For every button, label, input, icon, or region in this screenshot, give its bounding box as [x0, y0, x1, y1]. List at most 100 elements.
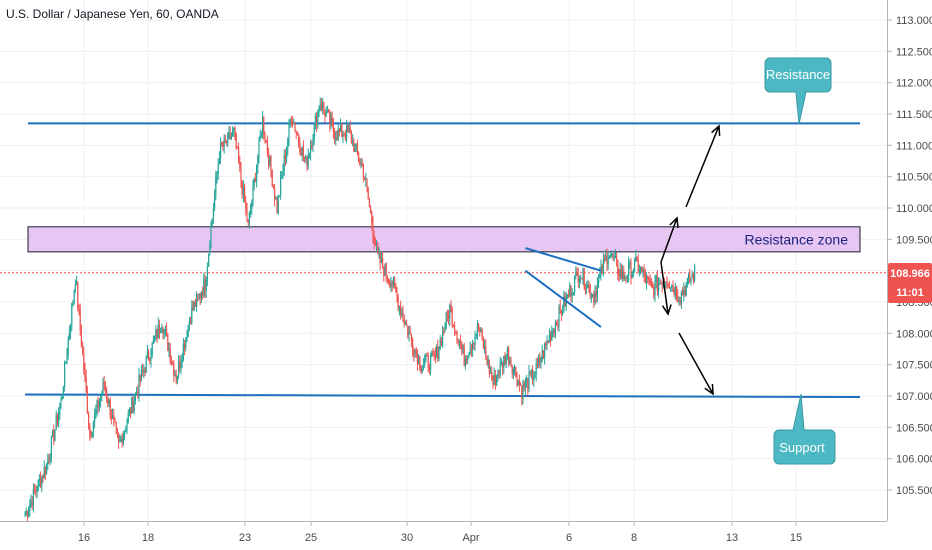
candle-body [169, 349, 171, 362]
candle-body [680, 292, 682, 303]
candle-body [334, 131, 336, 141]
candle-body [504, 355, 506, 365]
candle-body [440, 339, 442, 346]
candle-body [431, 351, 433, 355]
candle-body [458, 341, 460, 343]
candle-body [352, 140, 354, 143]
candle-body [40, 478, 42, 487]
candle-body [107, 398, 109, 404]
candle-body [271, 171, 273, 187]
candle-body [488, 359, 490, 374]
candle-body [330, 117, 332, 125]
candle-body [642, 269, 644, 272]
candle-body [649, 279, 651, 284]
candle-body [628, 264, 630, 277]
candle-body [464, 358, 466, 366]
candle-body [150, 355, 152, 361]
candle-body [446, 312, 448, 315]
candle-body [35, 491, 37, 493]
candle-body [298, 134, 300, 143]
candle-body [426, 354, 428, 356]
candle-body [682, 292, 684, 295]
resistance-callout[interactable]: Resistance [764, 57, 832, 125]
candle-body [499, 362, 501, 376]
candle-body [590, 295, 592, 297]
candle-body [196, 293, 198, 307]
candle-body [119, 440, 121, 442]
price-axis[interactable]: 113.000 112.500 112.000 111.500 111.000 110.5… [887, 15, 932, 497]
candle-body [358, 152, 360, 161]
candle-body [589, 285, 591, 297]
candle-body [635, 256, 637, 261]
candle-body [400, 305, 402, 315]
candle-body [91, 433, 93, 437]
candle-body [394, 278, 396, 285]
price-tick-label: 110.500 [896, 172, 932, 184]
candle-body [221, 143, 223, 146]
candle-body [647, 275, 649, 279]
candle-body [328, 110, 330, 112]
candle-body [436, 346, 438, 358]
candle-body [104, 384, 106, 390]
candle-body [344, 135, 346, 139]
candle-body [686, 278, 688, 285]
candle-body [577, 273, 579, 282]
candle-body [312, 139, 314, 147]
candle-body [238, 147, 240, 162]
candle-body [79, 309, 81, 330]
arrow-up-short-shaft [660, 217, 678, 263]
candle-body [646, 275, 648, 283]
candle-body [139, 375, 141, 382]
candle-body [374, 242, 376, 246]
candle-body [677, 296, 679, 301]
candle-body [371, 212, 373, 224]
candle-body [241, 180, 243, 196]
candle-body [629, 262, 631, 265]
candle-body [24, 515, 26, 517]
candle-body [29, 504, 31, 512]
candle-body [667, 284, 669, 287]
time-tick-label: 8 [631, 532, 637, 544]
candle-body [250, 209, 252, 213]
candle-body [67, 338, 69, 355]
candle-body [226, 140, 228, 143]
price-tick-label: 109.500 [896, 234, 932, 246]
candle-body [604, 259, 606, 261]
candle-body [541, 350, 543, 361]
candle-body [336, 137, 338, 140]
candle-body [73, 290, 75, 301]
candle-body [166, 329, 168, 334]
candle-body [413, 349, 415, 355]
candle-body [403, 319, 405, 325]
candle-body [131, 397, 133, 414]
time-axis[interactable]: 16 18 23 25 30 Apr 6 8 13 15 [78, 521, 802, 544]
candle-body [132, 397, 134, 411]
candle-body [263, 117, 265, 134]
candle-body [253, 178, 255, 185]
support-callout[interactable]: Support [773, 393, 836, 465]
candle-body [44, 467, 46, 474]
candle-body [385, 263, 387, 276]
candle-body [210, 226, 212, 248]
candle-body [124, 430, 126, 435]
candle-body [41, 476, 43, 487]
candle-body [570, 285, 572, 297]
candle-body [469, 348, 471, 355]
candle-body [28, 511, 30, 517]
candle-body [202, 293, 204, 296]
candle-body [182, 343, 184, 360]
candle-body [596, 283, 598, 297]
candle-body [432, 351, 434, 354]
candle-body [227, 132, 229, 143]
arrow-up-long-shaft [685, 125, 720, 208]
candle-body [637, 259, 639, 272]
candle-body [228, 132, 230, 134]
candle-body [172, 362, 174, 364]
time-tick-label: 23 [239, 532, 251, 544]
candle-body [378, 252, 380, 254]
candle-body [390, 283, 392, 287]
candle-body [220, 143, 222, 159]
candle-body [521, 385, 523, 399]
candle-body [96, 400, 98, 411]
